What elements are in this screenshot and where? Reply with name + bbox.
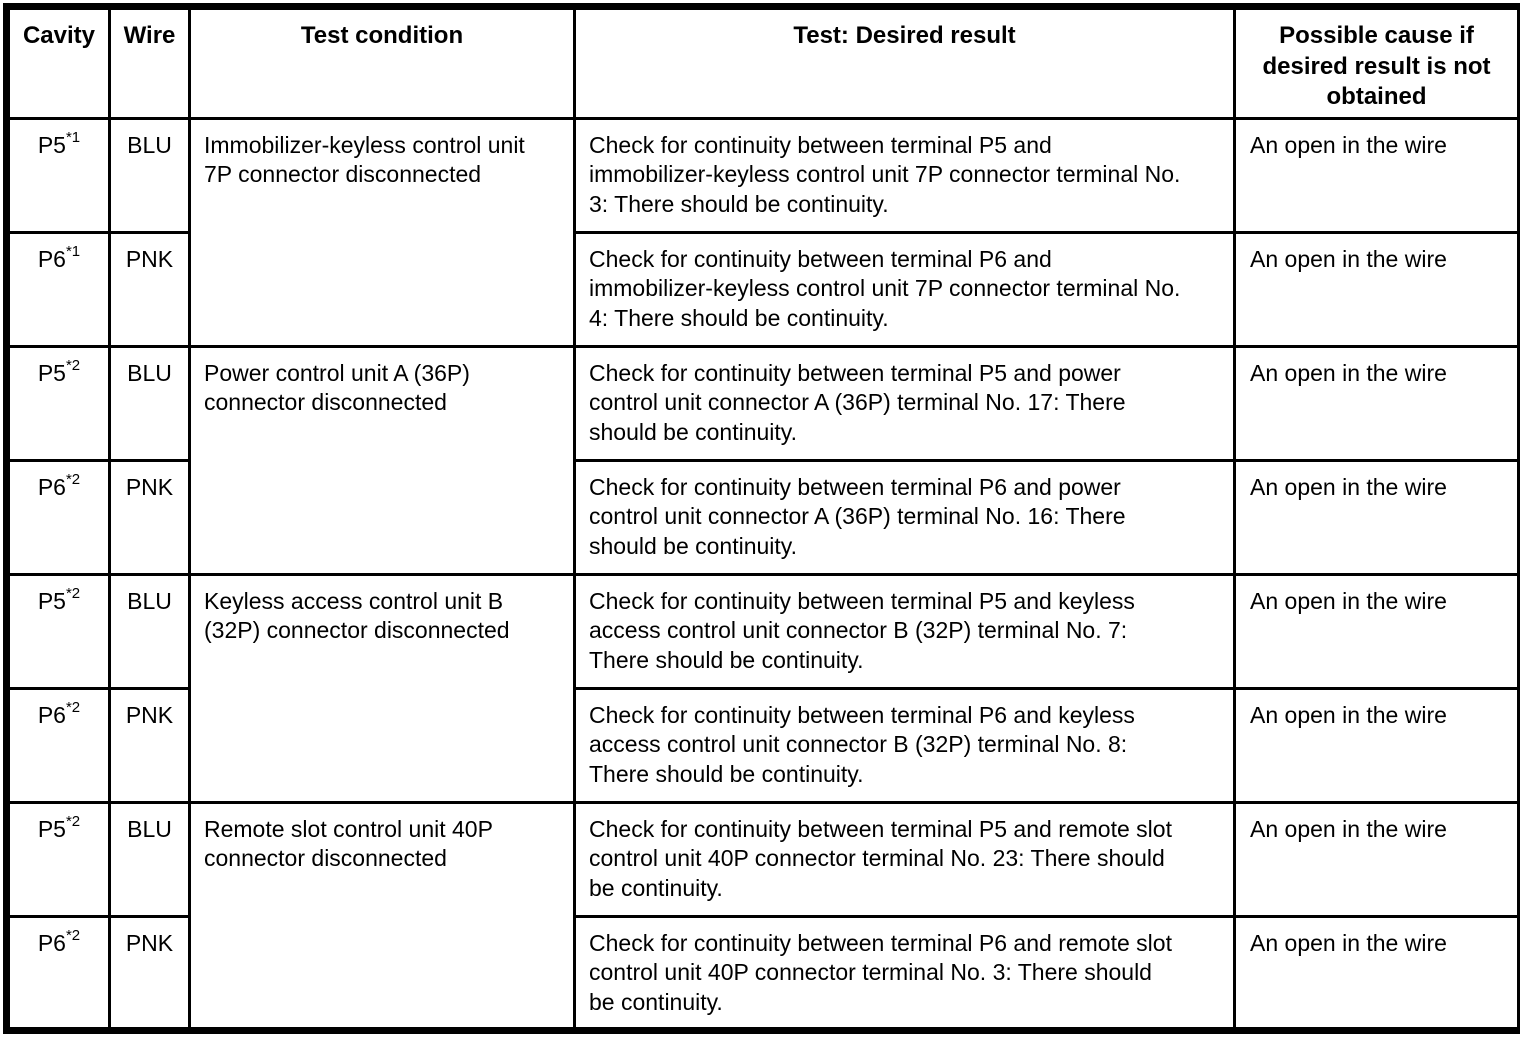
cavity-footnote-marker: *2 <box>66 699 80 716</box>
possible-cause-cell: An open in the wire <box>1235 917 1520 1031</box>
wire-cell: BLU <box>110 803 190 917</box>
cavity-cell: P5*2 <box>7 347 110 461</box>
cavity-cell: P6*2 <box>7 917 110 1031</box>
cavity-cell: P6*2 <box>7 689 110 803</box>
cavity-cell: P6*2 <box>7 461 110 575</box>
test-condition-cell: Immobilizer-keyless control unit 7P conn… <box>190 119 575 347</box>
wire-cell: PNK <box>110 689 190 803</box>
desired-result-cell: Check for continuity between terminal P6… <box>575 917 1235 1031</box>
possible-cause-cell: An open in the wire <box>1235 461 1520 575</box>
table-row: P5*1 BLU Immobilizer-keyless control uni… <box>7 119 1520 233</box>
header-wire: Wire <box>110 7 190 119</box>
cavity-label: P5 <box>38 360 66 386</box>
cavity-label: P5 <box>38 816 66 842</box>
cavity-label: P6 <box>38 702 66 728</box>
cavity-footnote-marker: *1 <box>66 243 80 260</box>
wire-cell: PNK <box>110 461 190 575</box>
wire-cell: BLU <box>110 347 190 461</box>
header-row: Cavity Wire Test condition Test: Desired… <box>7 7 1520 119</box>
test-condition-cell: Keyless access control unit B (32P) conn… <box>190 575 575 803</box>
cavity-footnote-marker: *2 <box>66 357 80 374</box>
test-condition-cell: Power control unit A (36P) connector dis… <box>190 347 575 575</box>
wire-cell: BLU <box>110 119 190 233</box>
header-possible-cause: Possible cause if desired result is not … <box>1235 7 1520 119</box>
wire-cell: PNK <box>110 233 190 347</box>
desired-result-cell: Check for continuity between terminal P6… <box>575 461 1235 575</box>
possible-cause-cell: An open in the wire <box>1235 803 1520 917</box>
possible-cause-cell: An open in the wire <box>1235 119 1520 233</box>
wire-cell: PNK <box>110 917 190 1031</box>
desired-result-cell: Check for continuity between terminal P5… <box>575 347 1235 461</box>
cavity-footnote-marker: *2 <box>66 585 80 602</box>
desired-result-cell: Check for continuity between terminal P5… <box>575 119 1235 233</box>
desired-result-cell: Check for continuity between terminal P6… <box>575 689 1235 803</box>
possible-cause-cell: An open in the wire <box>1235 233 1520 347</box>
cavity-label: P6 <box>38 246 66 272</box>
cavity-label: P6 <box>38 474 66 500</box>
wire-cell: BLU <box>110 575 190 689</box>
cavity-label: P5 <box>38 588 66 614</box>
cavity-footnote-marker: *2 <box>66 927 80 944</box>
table-row: P5*2 BLU Power control unit A (36P) conn… <box>7 347 1520 461</box>
table-row: P5*2 BLU Remote slot control unit 40P co… <box>7 803 1520 917</box>
cavity-cell: P5*2 <box>7 803 110 917</box>
desired-result-cell: Check for continuity between terminal P5… <box>575 575 1235 689</box>
header-test-condition: Test condition <box>190 7 575 119</box>
cavity-label: P5 <box>38 132 66 158</box>
possible-cause-cell: An open in the wire <box>1235 689 1520 803</box>
cavity-footnote-marker: *2 <box>66 813 80 830</box>
possible-cause-cell: An open in the wire <box>1235 347 1520 461</box>
desired-result-cell: Check for continuity between terminal P5… <box>575 803 1235 917</box>
continuity-test-table: Cavity Wire Test condition Test: Desired… <box>3 3 1520 1034</box>
header-cavity: Cavity <box>7 7 110 119</box>
test-condition-cell: Remote slot control unit 40P connector d… <box>190 803 575 1031</box>
cavity-footnote-marker: *2 <box>66 471 80 488</box>
possible-cause-cell: An open in the wire <box>1235 575 1520 689</box>
cavity-label: P6 <box>38 930 66 956</box>
table-row: P5*2 BLU Keyless access control unit B (… <box>7 575 1520 689</box>
desired-result-cell: Check for continuity between terminal P6… <box>575 233 1235 347</box>
cavity-cell: P5*2 <box>7 575 110 689</box>
cavity-cell: P6*1 <box>7 233 110 347</box>
header-desired-result: Test: Desired result <box>575 7 1235 119</box>
cavity-cell: P5*1 <box>7 119 110 233</box>
cavity-footnote-marker: *1 <box>66 129 80 146</box>
